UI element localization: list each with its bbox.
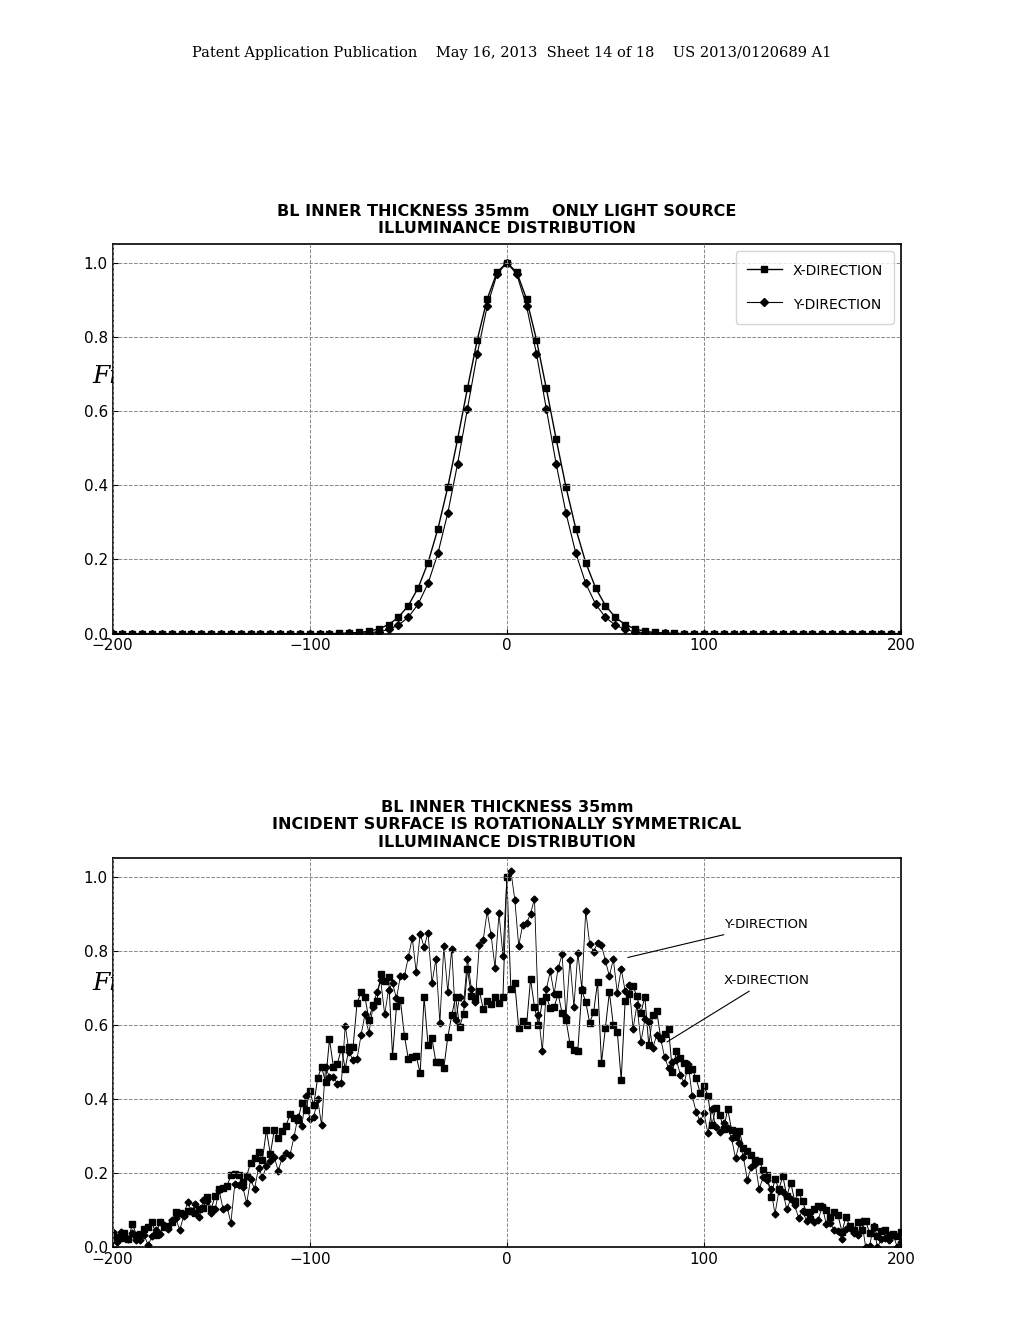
X-DIRECTION: [106, 1226, 119, 1242]
Y-DIRECTION: [394, 968, 407, 983]
Text: Y-DIRECTION: Y-DIRECTION: [628, 919, 808, 957]
Y-DIRECTION: [698, 626, 711, 642]
Y-DIRECTION: [831, 1224, 844, 1239]
Line: Y-DIRECTION: Y-DIRECTION: [111, 869, 903, 1250]
X-DIRECTION: [895, 626, 907, 642]
Y-DIRECTION: [895, 1234, 907, 1250]
Y-DIRECTION: [871, 1239, 884, 1255]
Y-DIRECTION: [501, 255, 513, 271]
Text: Fig.15: Fig.15: [92, 972, 173, 995]
X-DIRECTION: [609, 610, 622, 626]
X-DIRECTION: [541, 989, 553, 1005]
X-DIRECTION: [106, 626, 119, 642]
Y-DIRECTION: [177, 1209, 189, 1225]
Y-DIRECTION: [895, 626, 907, 642]
X-DIRECTION: [122, 1232, 134, 1247]
Y-DIRECTION: [757, 626, 769, 642]
Text: Patent Application Publication    May 16, 2013  Sheet 14 of 18    US 2013/012068: Patent Application Publication May 16, 2…: [193, 46, 831, 61]
X-DIRECTION: [111, 1229, 123, 1245]
X-DIRECTION: [501, 869, 513, 884]
Line: X-DIRECTION: X-DIRECTION: [110, 874, 904, 1242]
X-DIRECTION: [895, 1224, 907, 1239]
X-DIRECTION: [836, 1224, 848, 1239]
Y-DIRECTION: [797, 626, 809, 642]
Line: Y-DIRECTION: Y-DIRECTION: [110, 260, 904, 636]
X-DIRECTION: [441, 1030, 454, 1045]
Title: BL INNER THICKNESS 35mm
INCIDENT SURFACE IS ROTATIONALLY SYMMETRICAL
ILLUMINANCE: BL INNER THICKNESS 35mm INCIDENT SURFACE…: [272, 800, 741, 850]
Line: X-DIRECTION: X-DIRECTION: [110, 259, 904, 638]
Y-DIRECTION: [437, 939, 450, 954]
Text: Fig.14: Fig.14: [92, 364, 173, 388]
X-DIRECTION: [797, 626, 809, 642]
X-DIRECTION: [501, 255, 513, 271]
Y-DIRECTION: [826, 626, 839, 642]
Y-DIRECTION: [550, 455, 562, 471]
X-DIRECTION: [698, 626, 711, 642]
X-DIRECTION: [550, 432, 562, 447]
Text: X-DIRECTION: X-DIRECTION: [667, 974, 810, 1041]
Y-DIRECTION: [537, 1043, 549, 1059]
Y-DIRECTION: [505, 863, 517, 879]
Y-DIRECTION: [609, 618, 622, 634]
Legend: X-DIRECTION, Y-DIRECTION: X-DIRECTION, Y-DIRECTION: [736, 251, 894, 323]
Y-DIRECTION: [106, 1224, 119, 1239]
X-DIRECTION: [398, 1027, 411, 1043]
Title: BL INNER THICKNESS 35mm    ONLY LIGHT SOURCE
ILLUMINANCE DISTRIBUTION: BL INNER THICKNESS 35mm ONLY LIGHT SOURC…: [278, 203, 736, 236]
X-DIRECTION: [826, 626, 839, 642]
X-DIRECTION: [181, 1203, 194, 1218]
Y-DIRECTION: [111, 1234, 123, 1250]
Y-DIRECTION: [106, 626, 119, 642]
X-DIRECTION: [757, 626, 769, 642]
